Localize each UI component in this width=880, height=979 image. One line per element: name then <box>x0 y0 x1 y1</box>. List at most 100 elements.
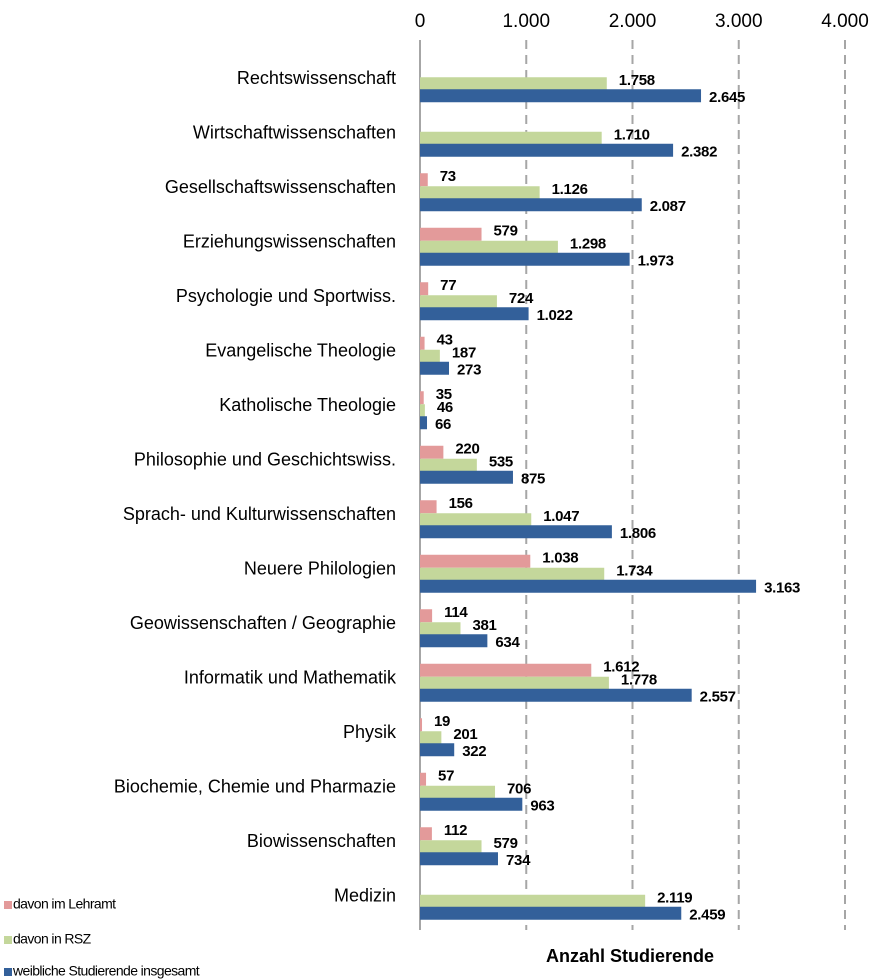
bar <box>420 391 424 405</box>
category-label: Katholische Theologie <box>219 395 396 415</box>
legend-label: weibliche Studierende insgesamt <box>12 963 200 979</box>
bar <box>420 567 605 581</box>
category-label: Medizin <box>334 886 396 906</box>
category-label: Erziehungswissenschaften <box>183 232 396 252</box>
value-label: 19 <box>434 713 450 730</box>
bar <box>420 634 488 648</box>
bar <box>420 445 444 459</box>
bar <box>420 894 646 908</box>
x-axis-title: Anzahl Studierende <box>546 946 714 966</box>
bar <box>420 676 609 690</box>
category-label: Neuere Philologien <box>244 559 396 579</box>
bar <box>420 906 682 920</box>
value-label: 2.645 <box>709 89 745 106</box>
value-label: 112 <box>444 822 467 839</box>
bar <box>420 295 497 309</box>
legend-label: davon in RSZ <box>13 931 92 947</box>
legend-swatch <box>4 936 12 944</box>
bar <box>420 404 425 418</box>
value-label: 322 <box>462 743 486 760</box>
bar <box>420 852 498 866</box>
value-label: 57 <box>438 768 454 785</box>
bar <box>420 252 630 266</box>
bar <box>420 89 702 103</box>
x-tick-label: 4.000 <box>821 11 869 32</box>
value-label: 734 <box>506 852 531 869</box>
bar <box>420 785 496 799</box>
bar <box>420 173 428 187</box>
bar <box>420 554 531 568</box>
bar <box>420 688 692 702</box>
category-label: Psychologie und Sportwiss. <box>176 286 396 306</box>
bar <box>420 227 482 241</box>
bar <box>420 186 540 200</box>
category-label: Evangelische Theologie <box>205 341 396 361</box>
bar <box>420 500 437 514</box>
bar <box>420 470 513 484</box>
value-label: 579 <box>494 835 518 852</box>
value-label: 3.163 <box>764 580 800 597</box>
value-label: 1.022 <box>537 307 573 324</box>
category-label: Sprach- und Kulturwissenschaften <box>123 504 396 524</box>
x-tick-label: 3.000 <box>715 11 763 32</box>
category-label: Wirtschaftwissenschaften <box>193 123 396 143</box>
value-label: 2.382 <box>681 144 717 161</box>
bar <box>420 797 523 811</box>
bar <box>420 525 612 539</box>
bar <box>420 840 482 854</box>
x-tick-label: 1.000 <box>502 11 550 32</box>
value-label: 156 <box>449 495 473 512</box>
value-label: 35 <box>436 386 452 403</box>
value-label: 963 <box>530 798 554 815</box>
value-label: 187 <box>452 345 476 362</box>
bar <box>420 416 428 430</box>
bar <box>420 718 423 732</box>
category-label: Biowissenschaften <box>247 831 396 851</box>
value-label: 1.047 <box>543 508 579 525</box>
value-label: 220 <box>455 441 479 458</box>
value-label: 724 <box>509 290 534 307</box>
value-label: 1.710 <box>614 127 650 144</box>
category-label: Geowissenschaften / Geographie <box>130 613 396 633</box>
bar <box>420 77 607 91</box>
bar <box>420 827 432 841</box>
value-label: 706 <box>507 781 531 798</box>
value-label: 1.778 <box>621 672 657 689</box>
category-label: Philosophie und Geschichtswiss. <box>134 450 396 470</box>
bar <box>420 513 532 527</box>
bar <box>420 198 642 212</box>
category-label: Informatik und Mathematik <box>184 668 397 688</box>
value-label: 43 <box>437 332 453 349</box>
bar <box>420 143 674 157</box>
bar <box>420 579 757 593</box>
bar <box>420 131 602 145</box>
bar <box>420 307 529 321</box>
value-label: 2.087 <box>650 198 686 215</box>
x-tick-label: 2.000 <box>609 11 657 32</box>
category-label: Rechtswissenschaft <box>237 68 396 88</box>
value-label: 66 <box>435 416 451 433</box>
value-label: 634 <box>495 634 520 651</box>
legend-swatch <box>4 901 12 909</box>
value-label: 1.973 <box>638 253 674 270</box>
value-label: 1.806 <box>620 525 656 542</box>
legend-label: davon im Lehramt <box>13 896 116 912</box>
legend-swatch <box>4 968 12 976</box>
value-label: 73 <box>440 168 456 185</box>
value-label: 1.734 <box>616 563 653 580</box>
bar <box>420 622 461 636</box>
value-label: 201 <box>453 726 477 743</box>
value-label: 1.038 <box>542 550 578 567</box>
bar <box>420 282 429 296</box>
value-label: 579 <box>494 223 518 240</box>
value-label: 875 <box>521 471 545 488</box>
category-label: Gesellschaftswissenschaften <box>165 177 396 197</box>
value-label: 1.126 <box>552 181 588 198</box>
bar <box>420 240 558 254</box>
value-label: 2.459 <box>689 907 725 924</box>
value-label: 273 <box>457 362 481 379</box>
category-label: Biochemie, Chemie und Pharmazie <box>114 777 396 797</box>
value-label: 381 <box>472 617 496 634</box>
bar <box>420 731 442 745</box>
bar <box>420 772 427 786</box>
